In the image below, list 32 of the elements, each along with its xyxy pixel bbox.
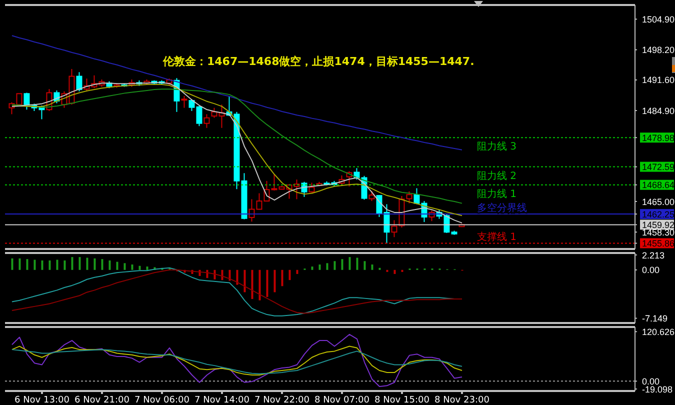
ref-line-label: 多空分界线 <box>477 202 527 214</box>
x-tick-label: 8 Nov 07:00 <box>314 395 370 405</box>
x-tick-label: 8 Nov 23:00 <box>434 395 490 405</box>
ref-line-label: 阻力线 1 <box>477 188 517 200</box>
y-tick-label: 1478.98 <box>642 132 675 143</box>
y-tick-label: 1455.86 <box>642 238 675 249</box>
y-tick-label: -7.149 <box>642 314 668 324</box>
ref-line-label: 阻力线 3 <box>477 140 517 153</box>
y-tick-label: 120.626 <box>642 326 675 337</box>
y-tick-label: 1491.60 <box>642 75 675 86</box>
ref-line-label: 支撑线 1 <box>477 231 517 244</box>
x-tick-label: 6 Nov 21:00 <box>74 395 130 405</box>
y-tick-label: 0.00 <box>642 376 660 386</box>
y-tick-label: 1459.92 <box>642 220 675 230</box>
annotation: 伦敦金：1467—1468做空，止损1474，目标1455—1447. <box>163 54 474 69</box>
y-tick-label: 1498.20 <box>642 45 675 56</box>
x-tick-label: 7 Nov 22:00 <box>254 395 310 405</box>
ref-line-label: 阻力线 2 <box>477 170 517 182</box>
y-tick-label: 1465.00 <box>642 196 675 207</box>
x-tick-label: 7 Nov 14:00 <box>194 395 250 405</box>
y-tick-label: 1458.30 <box>642 227 675 238</box>
y-tick-label: -19.098 <box>642 384 673 394</box>
y-tick-label: 2.213 <box>642 250 665 260</box>
y-tick-label: 1472.59 <box>642 162 675 172</box>
y-tick-label: 0.00 <box>642 265 660 276</box>
y-tick-label: 1504.90 <box>642 14 675 24</box>
x-tick-label: 8 Nov 15:00 <box>374 395 430 405</box>
y-tick-label: 1468.64 <box>642 180 675 190</box>
y-tick-label: 1462.25 <box>642 209 675 220</box>
x-tick-label: 7 Nov 06:00 <box>134 395 190 405</box>
y-tick-label: 1484.90 <box>642 106 675 116</box>
x-tick-label: 6 Nov 13:00 <box>14 395 70 405</box>
